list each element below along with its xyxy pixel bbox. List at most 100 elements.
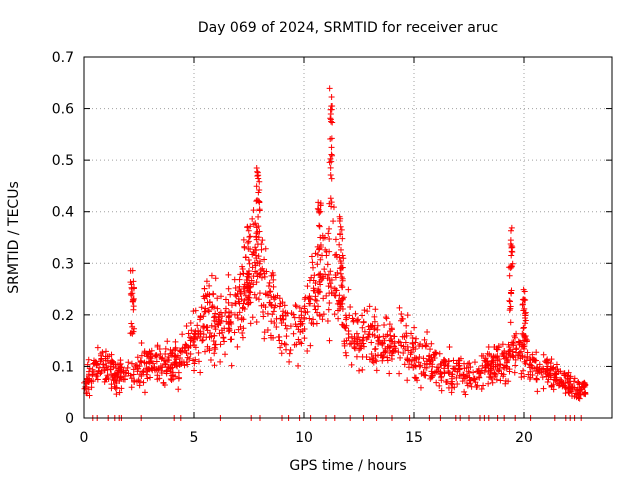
data-point [553,370,560,377]
data-point [386,370,393,377]
data-point [214,295,221,302]
data-point [530,356,537,363]
data-point [249,264,256,271]
data-point [337,270,344,277]
data-point [217,358,224,365]
data-point [249,314,256,321]
data-point [227,336,234,343]
data-point [323,252,330,259]
data-point [143,365,150,372]
data-point [206,282,213,289]
data-point [489,357,496,364]
data-point [276,337,283,344]
data-point [485,380,492,387]
data-point [343,337,350,344]
data-point [562,380,569,387]
data-point [247,223,254,230]
data-point [264,326,271,333]
data-point [444,362,451,369]
data-point [465,368,472,375]
data-point [268,272,275,279]
data-point [202,348,209,355]
data-point [315,288,322,295]
data-point [423,340,430,347]
data-point [332,252,339,259]
data-point [372,345,379,352]
data-point [251,259,258,266]
data-point [130,371,137,378]
data-point [401,361,408,368]
data-point [270,283,277,290]
data-point [513,345,520,352]
data-point [521,310,528,317]
data-point [501,348,508,355]
data-point [299,327,306,334]
data-point [339,277,346,284]
data-point [255,296,262,303]
data-point [320,311,327,318]
data-point [226,312,233,319]
data-point [416,342,423,349]
data-point [306,300,313,307]
data-point [417,384,424,391]
data-point [327,195,334,202]
data-point [375,338,382,345]
data-point [184,354,191,361]
data-point [454,380,461,387]
data-point [506,348,513,355]
data-point [195,349,202,356]
data-point [402,339,409,346]
data-point [511,332,518,339]
data-point [128,320,135,327]
data-point [379,357,386,364]
data-point [214,305,221,312]
data-point [198,304,205,311]
data-point [373,367,380,374]
data-point [547,365,554,372]
data-point [337,265,344,272]
data-point [206,299,213,306]
data-point [175,386,182,393]
data-point [208,333,215,340]
data-point [200,293,207,300]
data-point [179,331,186,338]
data-points [81,85,589,421]
data-point [576,391,583,398]
data-point [271,320,278,327]
data-point [176,362,183,369]
data-point [421,336,428,343]
data-point [382,347,389,354]
data-point [312,293,319,300]
data-point [346,312,353,319]
data-point [413,335,420,342]
data-point [183,342,190,349]
data-point [287,347,294,354]
data-point [108,351,115,358]
data-point [316,222,323,229]
data-point [236,276,243,283]
data-point [234,315,241,322]
data-point [486,373,493,380]
data-point [237,323,244,330]
data-point [234,343,241,350]
data-point [529,351,536,358]
data-point [232,285,239,292]
data-point [360,343,367,350]
data-point [283,333,290,340]
data-point [254,169,261,176]
data-point [268,334,275,341]
data-point [221,338,228,345]
data-point [186,355,193,362]
data-point [371,318,378,325]
data-point [325,230,332,237]
data-point [196,316,203,323]
data-point [349,315,356,322]
data-point [211,332,218,339]
data-point [234,291,241,298]
data-point [521,337,528,344]
data-point [113,365,120,372]
data-point [256,198,263,205]
data-point [337,223,344,230]
data-point [194,322,201,329]
data-point [295,362,302,369]
